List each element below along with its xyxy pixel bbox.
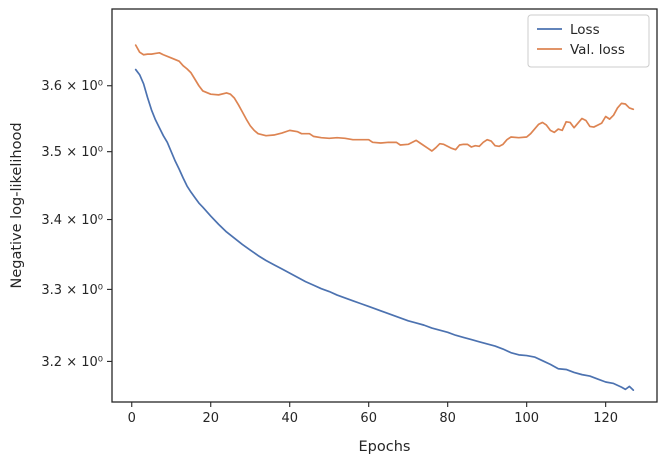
- series-line-loss: [134, 68, 635, 391]
- y-tick-label: 3.2 × 10⁰: [41, 355, 103, 370]
- y-tick-label: 3.5 × 10⁰: [41, 145, 103, 160]
- x-tick-label: 40: [281, 411, 298, 426]
- x-axis: 0 20 40 60 80 100 120: [128, 402, 618, 426]
- x-tick-label: 20: [202, 411, 219, 426]
- legend: Loss Val. loss: [527, 14, 650, 68]
- y-axis-label: Negative log-likelihood: [9, 122, 25, 288]
- y-tick-label: 3.4 × 10⁰: [41, 213, 103, 228]
- x-tick-label: 80: [439, 411, 456, 426]
- y-axis: 3.2 × 10⁰ 3.3 × 10⁰ 3.4 × 10⁰ 3.5 × 10⁰ 3.6 …: [41, 79, 112, 370]
- series-line-val-loss: [134, 44, 635, 152]
- legend-label: Val. loss: [570, 42, 625, 58]
- plot-frame: [111, 8, 658, 403]
- y-tick-label: 3.3 × 10⁰: [41, 283, 103, 298]
- x-tick-label: 0: [128, 411, 136, 426]
- y-tick-label: 3.6 × 10⁰: [41, 79, 103, 94]
- x-tick-label: 120: [593, 411, 618, 426]
- x-tick-label: 60: [360, 411, 377, 426]
- x-tick-label: 100: [514, 411, 539, 426]
- x-axis-label: Epochs: [359, 439, 411, 455]
- legend-box: [527, 14, 650, 68]
- series-layer: [134, 44, 635, 391]
- legend-label: Loss: [570, 22, 600, 38]
